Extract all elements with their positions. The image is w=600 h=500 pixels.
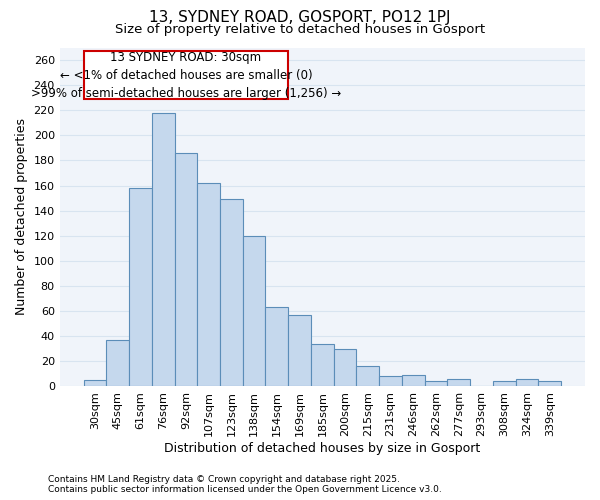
- Bar: [334, 349, 356, 387]
- Bar: [379, 376, 402, 386]
- Bar: [175, 153, 197, 386]
- Bar: [425, 382, 448, 386]
- Text: 13, SYDNEY ROAD, GOSPORT, PO12 1PJ: 13, SYDNEY ROAD, GOSPORT, PO12 1PJ: [149, 10, 451, 25]
- Bar: [311, 344, 334, 387]
- Bar: [288, 315, 311, 386]
- Bar: [152, 113, 175, 386]
- Bar: [106, 340, 129, 386]
- Bar: [356, 366, 379, 386]
- Bar: [448, 379, 470, 386]
- Bar: [402, 375, 425, 386]
- Bar: [243, 236, 265, 386]
- Bar: [493, 382, 515, 386]
- Bar: [220, 200, 243, 386]
- Bar: [515, 379, 538, 386]
- Text: Contains HM Land Registry data © Crown copyright and database right 2025.: Contains HM Land Registry data © Crown c…: [48, 475, 400, 484]
- Bar: [265, 308, 288, 386]
- Bar: [538, 382, 561, 386]
- Text: Size of property relative to detached houses in Gosport: Size of property relative to detached ho…: [115, 22, 485, 36]
- Bar: [197, 183, 220, 386]
- Bar: [129, 188, 152, 386]
- Text: 13 SYDNEY ROAD: 30sqm
← <1% of detached houses are smaller (0)
>99% of semi-deta: 13 SYDNEY ROAD: 30sqm ← <1% of detached …: [31, 50, 341, 100]
- FancyBboxPatch shape: [83, 52, 288, 99]
- X-axis label: Distribution of detached houses by size in Gosport: Distribution of detached houses by size …: [164, 442, 481, 455]
- Bar: [83, 380, 106, 386]
- Text: Contains public sector information licensed under the Open Government Licence v3: Contains public sector information licen…: [48, 485, 442, 494]
- Y-axis label: Number of detached properties: Number of detached properties: [15, 118, 28, 316]
